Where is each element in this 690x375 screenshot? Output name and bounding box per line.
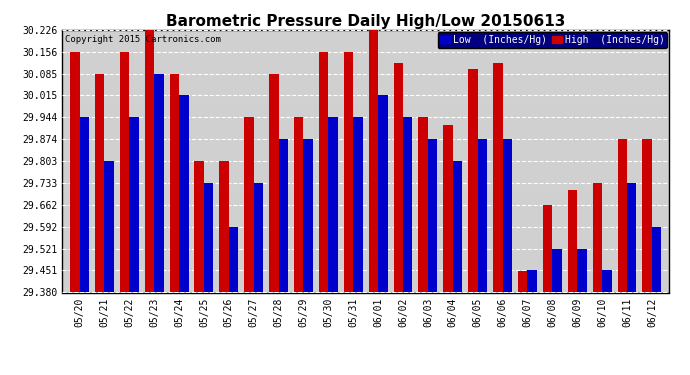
Bar (428, 139, 437, 292)
Bar (527, 270, 537, 292)
Bar (552, 249, 562, 292)
Bar (578, 249, 586, 292)
Bar (179, 96, 188, 292)
Bar (95, 74, 104, 292)
Bar (244, 117, 254, 292)
Bar (120, 52, 129, 292)
Bar (502, 139, 512, 292)
Bar (568, 190, 578, 292)
Bar (344, 52, 353, 292)
Bar (378, 96, 388, 292)
Bar (477, 139, 487, 292)
Legend: Low  (Inches/Hg), High  (Inches/Hg): Low (Inches/Hg), High (Inches/Hg) (437, 32, 667, 48)
Bar (229, 227, 238, 292)
Bar (593, 183, 602, 292)
Bar (279, 139, 288, 292)
Bar (627, 183, 636, 292)
Bar (170, 74, 179, 292)
Bar (145, 30, 154, 292)
Bar (154, 74, 164, 292)
Title: Barometric Pressure Daily High/Low 20150613: Barometric Pressure Daily High/Low 20150… (166, 14, 565, 29)
Bar (453, 161, 462, 292)
Bar (219, 161, 229, 292)
Bar (104, 161, 114, 292)
Bar (294, 117, 304, 292)
Bar (319, 52, 328, 292)
Bar (403, 117, 413, 292)
Bar (493, 63, 502, 292)
Bar (393, 63, 403, 292)
Bar (368, 30, 378, 292)
Bar (204, 183, 213, 292)
Bar (195, 161, 204, 292)
Bar (469, 69, 477, 292)
Bar (518, 271, 527, 292)
Bar (353, 117, 363, 292)
Bar (444, 125, 453, 292)
Bar (70, 52, 79, 292)
Text: Copyright 2015 Cartronics.com: Copyright 2015 Cartronics.com (65, 35, 221, 44)
Bar (304, 139, 313, 292)
Bar (79, 117, 89, 292)
Bar (543, 205, 552, 292)
Bar (652, 227, 661, 292)
Bar (269, 74, 279, 292)
Bar (618, 139, 627, 292)
Bar (129, 117, 139, 292)
Bar (328, 117, 338, 292)
Bar (642, 139, 652, 292)
Bar (254, 183, 263, 292)
Bar (602, 270, 611, 292)
Bar (418, 117, 428, 292)
